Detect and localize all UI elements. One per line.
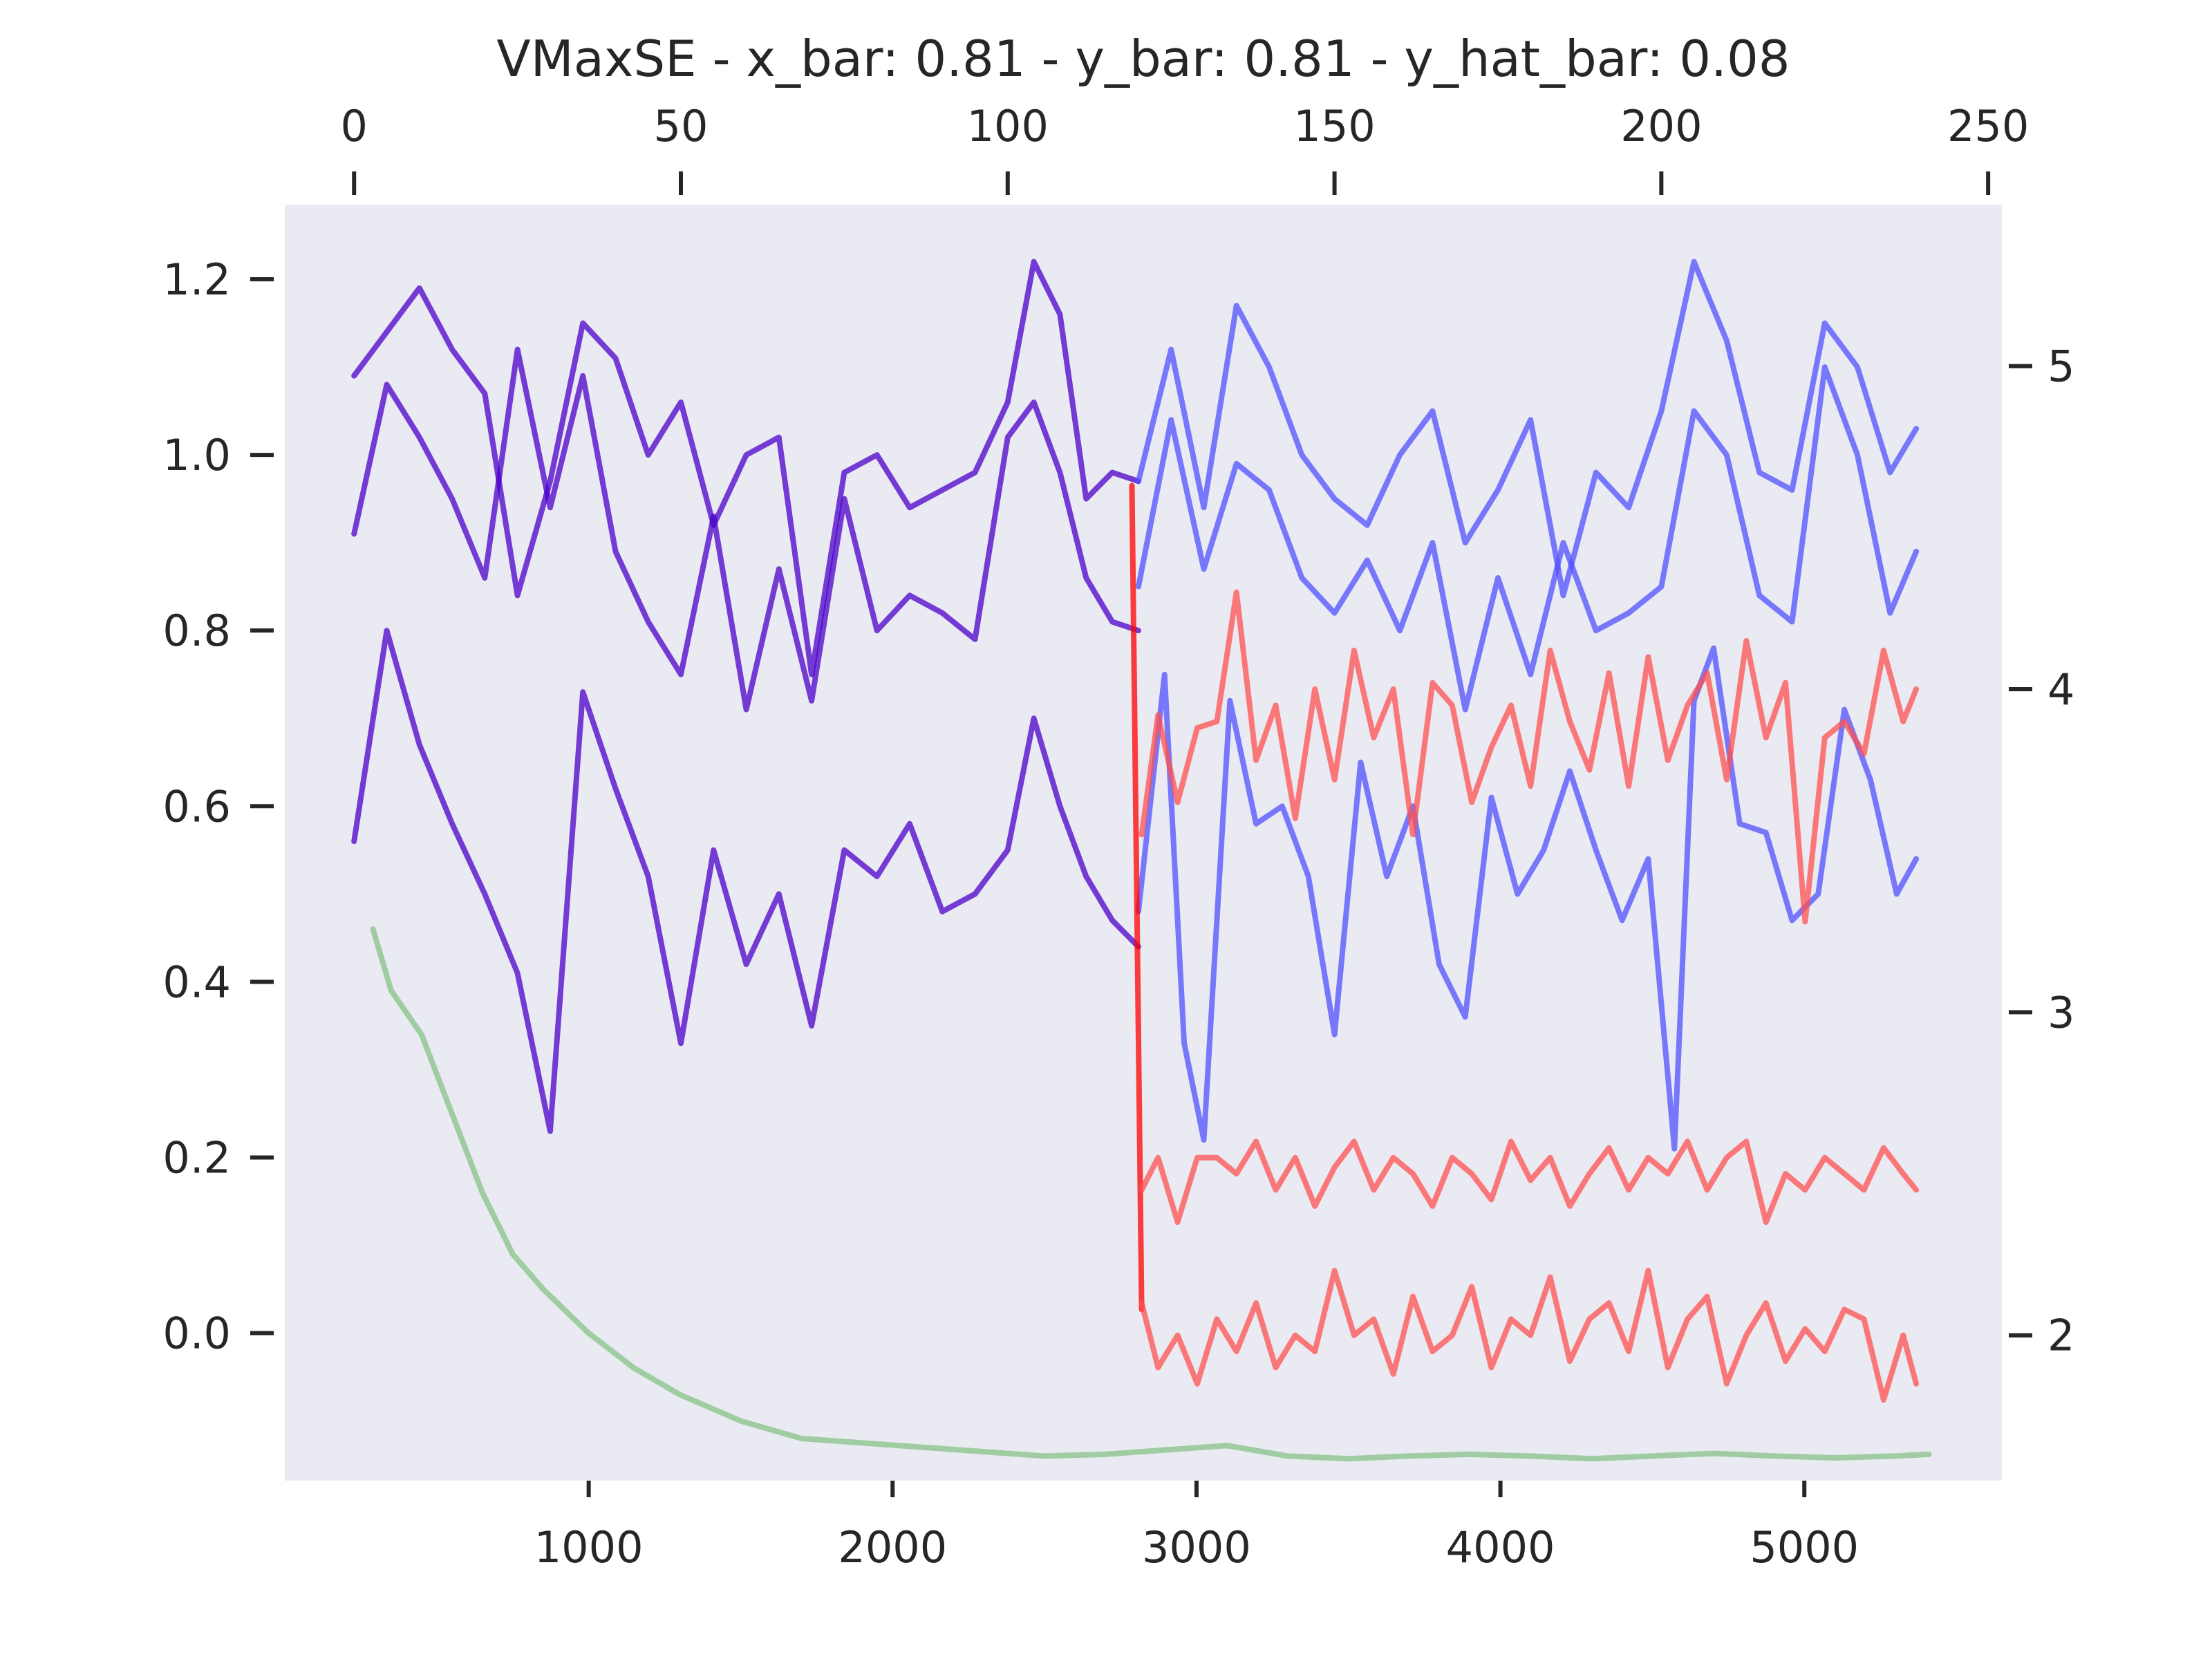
x-top-tick-label: 250 [1947, 101, 2029, 151]
y-left-tick-label: 0.0 [162, 1309, 231, 1359]
series-layer [351, 259, 1932, 1462]
series-line-9 [1138, 1138, 1920, 1226]
y-left-tick-label: 0.8 [162, 606, 231, 656]
series-line-2 [351, 346, 1141, 713]
y-right-tick-label: 3 [2047, 987, 2074, 1038]
x-bottom-tick-label: 3000 [1142, 1522, 1251, 1573]
x-bottom-tick-label: 5000 [1750, 1522, 1859, 1573]
series-line-7 [1129, 482, 1145, 1313]
x-top-tick-label: 200 [1620, 101, 1702, 151]
series-line-3 [351, 628, 1141, 1134]
y-right-tick-label: 4 [2047, 664, 2074, 715]
y-left-tick-label: 0.6 [162, 781, 231, 832]
series-line-8 [1138, 589, 1920, 925]
x-top-tick-label: 150 [1293, 101, 1375, 151]
series-line-10 [1138, 1268, 1920, 1403]
x-top-tick-label: 50 [654, 101, 709, 151]
y-right-tick-label: 2 [2047, 1311, 2074, 1361]
chart-title: VMaxSE - x_bar: 0.81 - y_bar: 0.81 - y_h… [496, 30, 1790, 88]
series-line-1 [351, 259, 1141, 677]
series-line-11 [370, 926, 1932, 1462]
y-left-tick-label: 1.0 [162, 430, 231, 480]
y-left-tick-label: 0.4 [162, 957, 231, 1007]
x-top-tick-label: 0 [341, 101, 368, 151]
x-bottom-tick-label: 1000 [534, 1522, 644, 1573]
x-bottom-tick-label: 2000 [838, 1522, 947, 1573]
series-line-6 [1135, 645, 1920, 1152]
y-left-tick-label: 1.2 [162, 254, 231, 305]
series-line-5 [1135, 364, 1920, 713]
y-right-tick-label: 5 [2047, 341, 2074, 392]
axes-layer: 1000 2000 3000 4000 5000 0 50 100 150 200 250 0.0 0.… [162, 101, 2074, 1573]
series-line-4 [1135, 259, 1920, 599]
x-bottom-tick-label: 4000 [1446, 1522, 1555, 1573]
x-top-tick-label: 100 [967, 101, 1049, 151]
y-left-tick-label: 0.2 [162, 1132, 231, 1183]
